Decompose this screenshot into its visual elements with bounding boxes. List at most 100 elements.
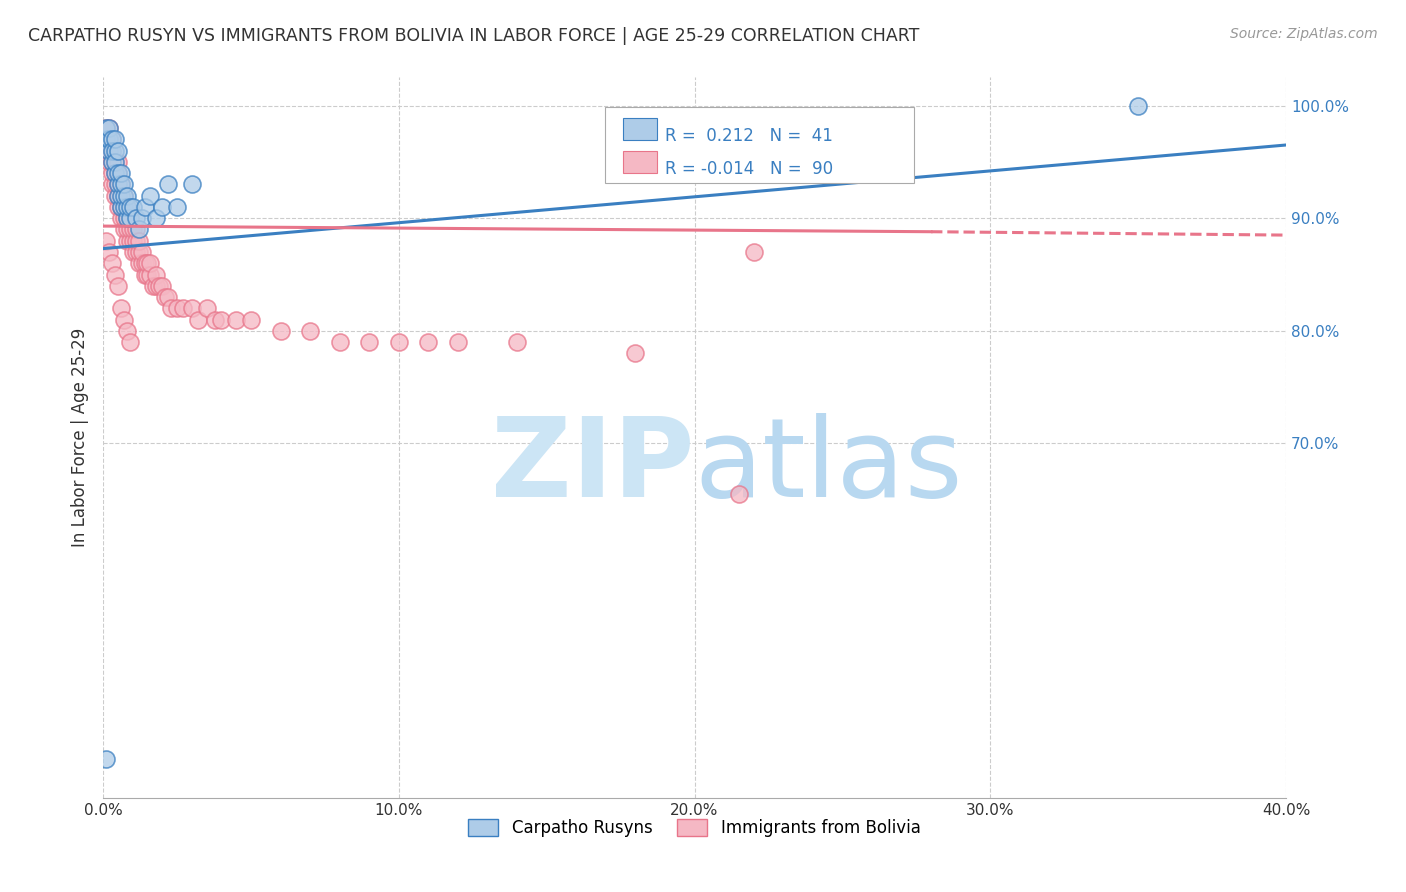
Point <box>157 178 180 192</box>
Point <box>107 188 129 202</box>
Point <box>94 121 117 136</box>
Point <box>110 166 132 180</box>
Point <box>94 132 117 146</box>
Point <box>187 312 209 326</box>
Point <box>742 244 765 259</box>
Point <box>118 334 141 349</box>
Text: atlas: atlas <box>695 413 963 520</box>
Point <box>115 222 138 236</box>
Point <box>145 268 167 282</box>
Point <box>157 290 180 304</box>
Point <box>112 200 135 214</box>
Point <box>124 234 146 248</box>
Point <box>101 166 124 180</box>
Point <box>150 278 173 293</box>
Point <box>121 234 143 248</box>
Point <box>180 301 202 316</box>
Point <box>112 188 135 202</box>
Point <box>142 278 165 293</box>
Point <box>115 200 138 214</box>
Point <box>121 200 143 214</box>
Point <box>98 121 121 136</box>
Point <box>104 144 127 158</box>
Point <box>145 278 167 293</box>
Point <box>124 211 146 226</box>
Text: CARPATHO RUSYN VS IMMIGRANTS FROM BOLIVIA IN LABOR FORCE | AGE 25-29 CORRELATION: CARPATHO RUSYN VS IMMIGRANTS FROM BOLIVI… <box>28 27 920 45</box>
Point <box>118 234 141 248</box>
Point <box>104 166 127 180</box>
Point <box>115 200 138 214</box>
Point <box>172 301 194 316</box>
Point <box>139 188 162 202</box>
Point <box>112 188 135 202</box>
Point <box>110 188 132 202</box>
Point <box>270 324 292 338</box>
Point <box>139 256 162 270</box>
Point <box>98 121 121 136</box>
Point <box>101 132 124 146</box>
Point <box>299 324 322 338</box>
Point <box>107 178 129 192</box>
Point <box>107 278 129 293</box>
Point <box>506 334 529 349</box>
Point <box>107 166 129 180</box>
Point <box>134 268 156 282</box>
Point <box>118 211 141 226</box>
Point <box>107 200 129 214</box>
Point <box>104 166 127 180</box>
Point <box>101 144 124 158</box>
Point <box>124 244 146 259</box>
Text: R = -0.014   N =  90: R = -0.014 N = 90 <box>665 160 834 178</box>
Point <box>388 334 411 349</box>
Point <box>359 334 381 349</box>
Point <box>128 222 150 236</box>
Point <box>110 301 132 316</box>
Point <box>128 256 150 270</box>
Legend: Carpatho Rusyns, Immigrants from Bolivia: Carpatho Rusyns, Immigrants from Bolivia <box>461 813 928 844</box>
Point <box>115 234 138 248</box>
Point <box>150 200 173 214</box>
Point <box>128 234 150 248</box>
Point <box>136 268 159 282</box>
Point <box>131 256 153 270</box>
Text: ZIP: ZIP <box>491 413 695 520</box>
Point <box>329 334 352 349</box>
Point <box>110 200 132 214</box>
Point <box>447 334 470 349</box>
Point <box>112 178 135 192</box>
Point <box>110 200 132 214</box>
Point <box>107 166 129 180</box>
Point <box>101 132 124 146</box>
Y-axis label: In Labor Force | Age 25-29: In Labor Force | Age 25-29 <box>72 328 89 548</box>
Point <box>121 244 143 259</box>
Text: R =  0.212   N =  41: R = 0.212 N = 41 <box>665 127 832 145</box>
Point <box>624 346 647 360</box>
Point <box>166 301 188 316</box>
Point <box>115 188 138 202</box>
Point <box>112 222 135 236</box>
Point <box>124 222 146 236</box>
Point <box>101 154 124 169</box>
Point <box>104 268 127 282</box>
Point <box>94 234 117 248</box>
Point <box>728 487 751 501</box>
Point <box>104 154 127 169</box>
Point <box>195 301 218 316</box>
Point <box>134 256 156 270</box>
Point <box>118 222 141 236</box>
Point <box>112 211 135 226</box>
Point <box>160 301 183 316</box>
Point <box>98 144 121 158</box>
Point <box>115 211 138 226</box>
Point <box>166 200 188 214</box>
Point <box>107 144 129 158</box>
Point <box>107 154 129 169</box>
Point <box>101 154 124 169</box>
Point <box>104 188 127 202</box>
Point <box>98 132 121 146</box>
Point <box>94 132 117 146</box>
Point <box>112 200 135 214</box>
Text: Source: ZipAtlas.com: Source: ZipAtlas.com <box>1230 27 1378 41</box>
Point <box>148 278 170 293</box>
Point <box>180 178 202 192</box>
